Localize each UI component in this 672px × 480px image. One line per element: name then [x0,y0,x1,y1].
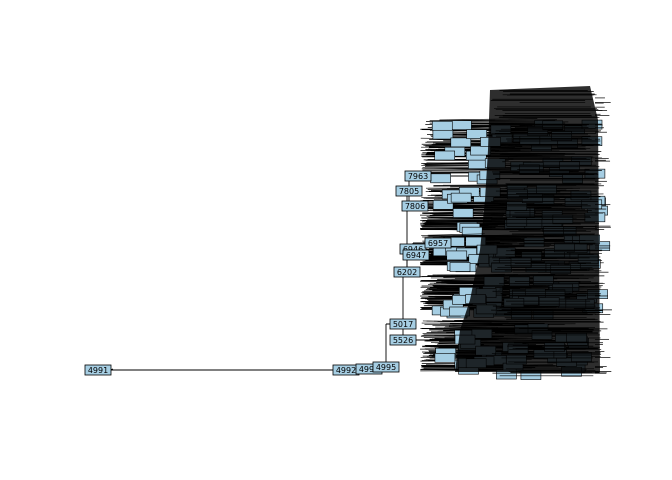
tree-node: 7963 [404,170,432,182]
node-label: 4993 [359,365,379,374]
tree-node: 4992 [332,364,360,376]
node-label: 5526 [393,336,413,345]
tree-node: 5526 [389,334,417,346]
dense-node-box [432,129,454,140]
node-label: 4992 [336,366,356,375]
dense-node-box [451,120,472,131]
node-label: 7806 [405,202,425,211]
node-label: 6957 [428,239,448,248]
node-box [404,170,432,182]
dense-node-box [430,173,451,184]
node-box [395,185,423,197]
dense-node-box [450,192,472,203]
node-box [401,200,429,212]
node-label: 6202 [397,268,417,277]
dense-node-box [431,120,453,131]
node-label: 4991 [88,366,108,375]
dense-node-box [449,262,471,272]
dense-node-box [446,250,468,261]
node-label: 7805 [399,187,419,196]
overplot-region [455,86,600,372]
tree-node: 6957 [424,237,452,249]
tree-node: 4991 [84,364,112,376]
tree-node: 6947 [402,249,430,261]
node-box [389,318,417,330]
tree-node: 4995 [372,361,400,373]
dense-node-box [432,199,454,210]
tree-node: 5017 [389,318,417,330]
dense-node-box [434,353,456,363]
dense-node-box [466,129,487,139]
dense-node-box [450,137,472,148]
node-box [372,361,400,373]
node-label: 5017 [393,320,413,329]
node-label: 4995 [376,363,396,372]
node-box [84,364,112,376]
dense-node-box [470,145,491,156]
node-box [402,249,430,261]
node-box [389,334,417,346]
node-box [424,237,452,249]
node-label: 7963 [408,172,428,181]
dense-node-box [452,208,474,218]
dense-subtree-mass [420,86,612,380]
tree-node: 7805 [395,185,423,197]
node-box [393,266,421,278]
dense-node-box [434,150,456,161]
node-label: 6946 [403,245,423,254]
tree-node: 6202 [393,266,421,278]
node-label: 6947 [406,251,426,260]
dense-node-box [461,226,483,237]
tree-node: 7806 [401,200,429,212]
